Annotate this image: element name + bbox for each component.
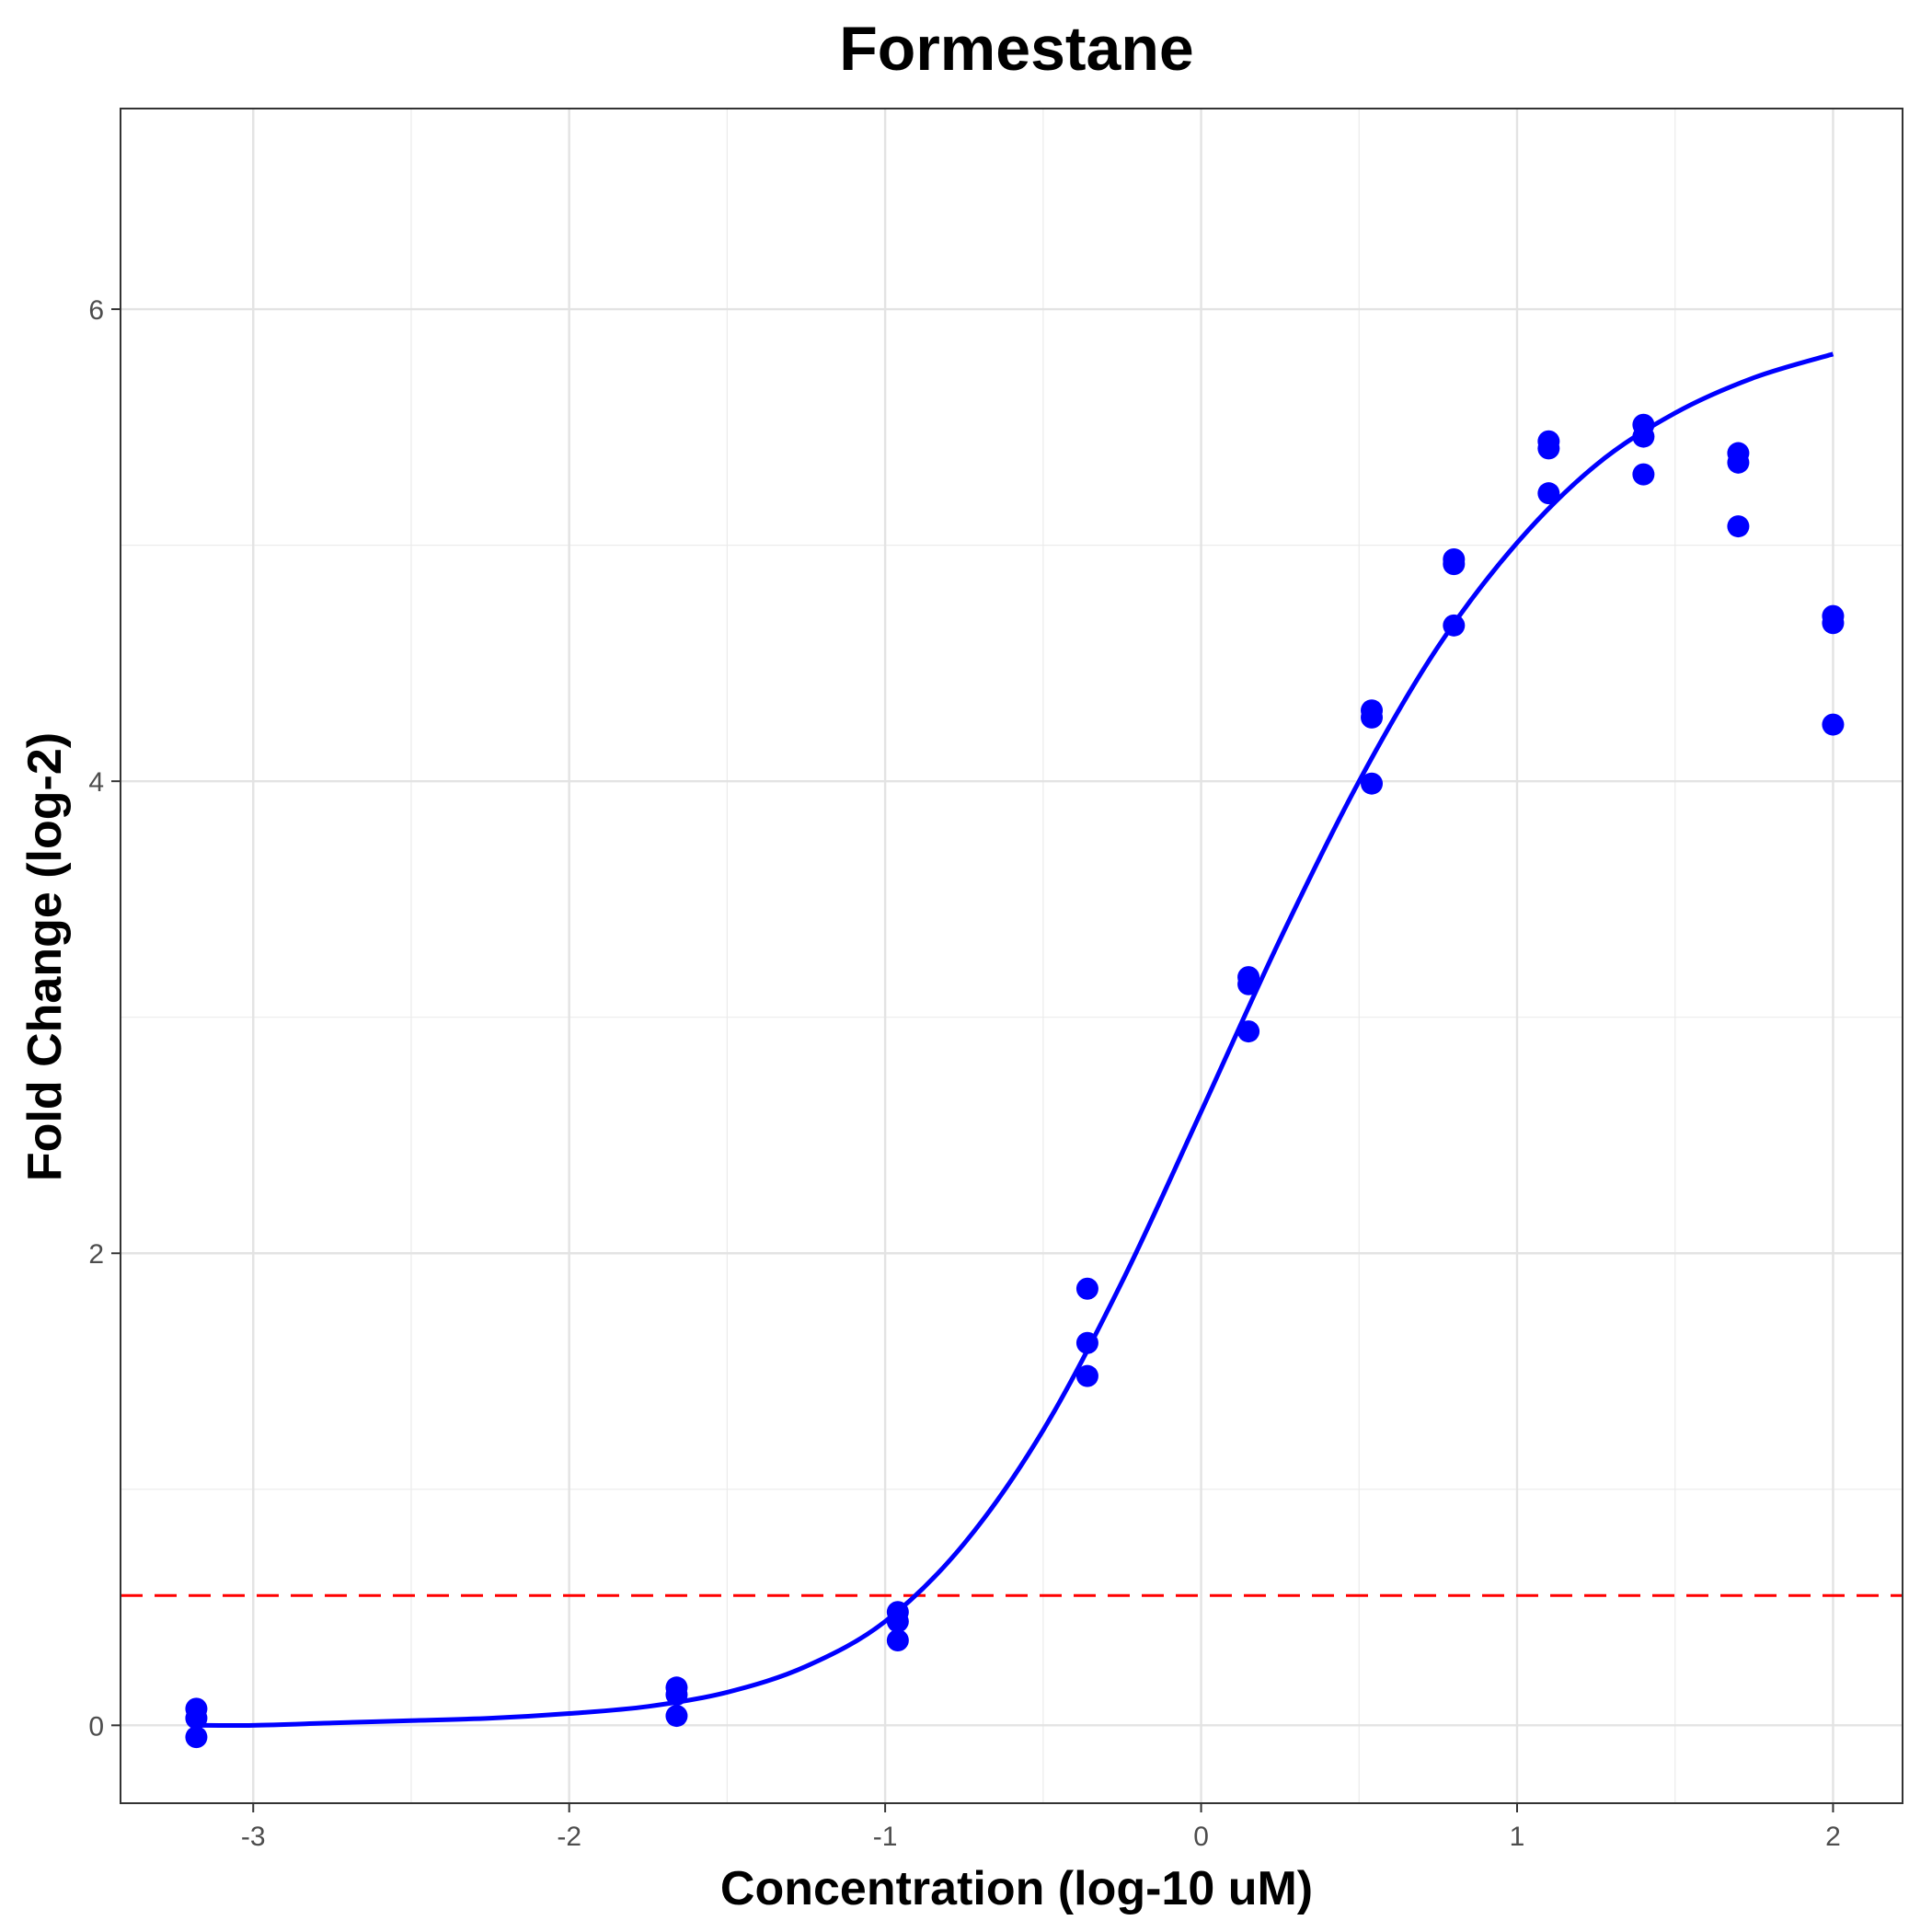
data-point [1632,463,1655,486]
x-tick-label: 2 [1825,1822,1841,1852]
data-point [1443,614,1466,637]
x-axis-title: Concentration (log-10 uM) [720,1862,1313,1915]
data-point [886,1610,909,1633]
data-point [1361,772,1384,795]
x-tick-label: 1 [1510,1822,1525,1852]
data-point [1537,482,1560,505]
x-tick-label: -2 [557,1822,581,1852]
points-layer [185,413,1845,1749]
data-point [185,1707,208,1730]
x-axis-ticks: -3 -2 -1 0 1 2 [241,1803,1841,1852]
fitted-curve [196,351,1834,1729]
y-tick-label: 2 [88,1239,104,1270]
y-axis-ticks: 0 2 4 6 [88,295,121,1742]
y-axis-title: Fold Change (log-2) [18,732,72,1181]
data-point [1822,713,1845,736]
data-point [1075,1364,1098,1387]
y-tick-label: 6 [88,295,104,326]
data-point [1237,1020,1260,1043]
x-tick-label: -1 [873,1822,898,1852]
data-point [886,1628,909,1651]
data-point [665,1705,688,1728]
data-point [1237,972,1260,995]
y-tick-label: 0 [88,1711,104,1742]
y-tick-label: 4 [88,767,104,798]
chart-title: Formestane [839,14,1193,84]
data-point [1075,1331,1098,1354]
data-point [1075,1277,1098,1300]
curve-layer [196,351,1834,1729]
data-point [1632,425,1655,448]
data-point [1361,706,1384,729]
data-point [1443,553,1466,576]
data-point [1822,612,1845,635]
data-point [1727,451,1750,474]
data-point [665,1683,688,1706]
x-tick-label: 0 [1193,1822,1209,1852]
x-tick-label: -3 [241,1822,266,1852]
data-point [1537,437,1560,460]
plot-panel-border [120,108,1903,1804]
data-point [185,1726,208,1749]
data-point [1727,515,1750,538]
grid-layer [121,109,1903,1803]
